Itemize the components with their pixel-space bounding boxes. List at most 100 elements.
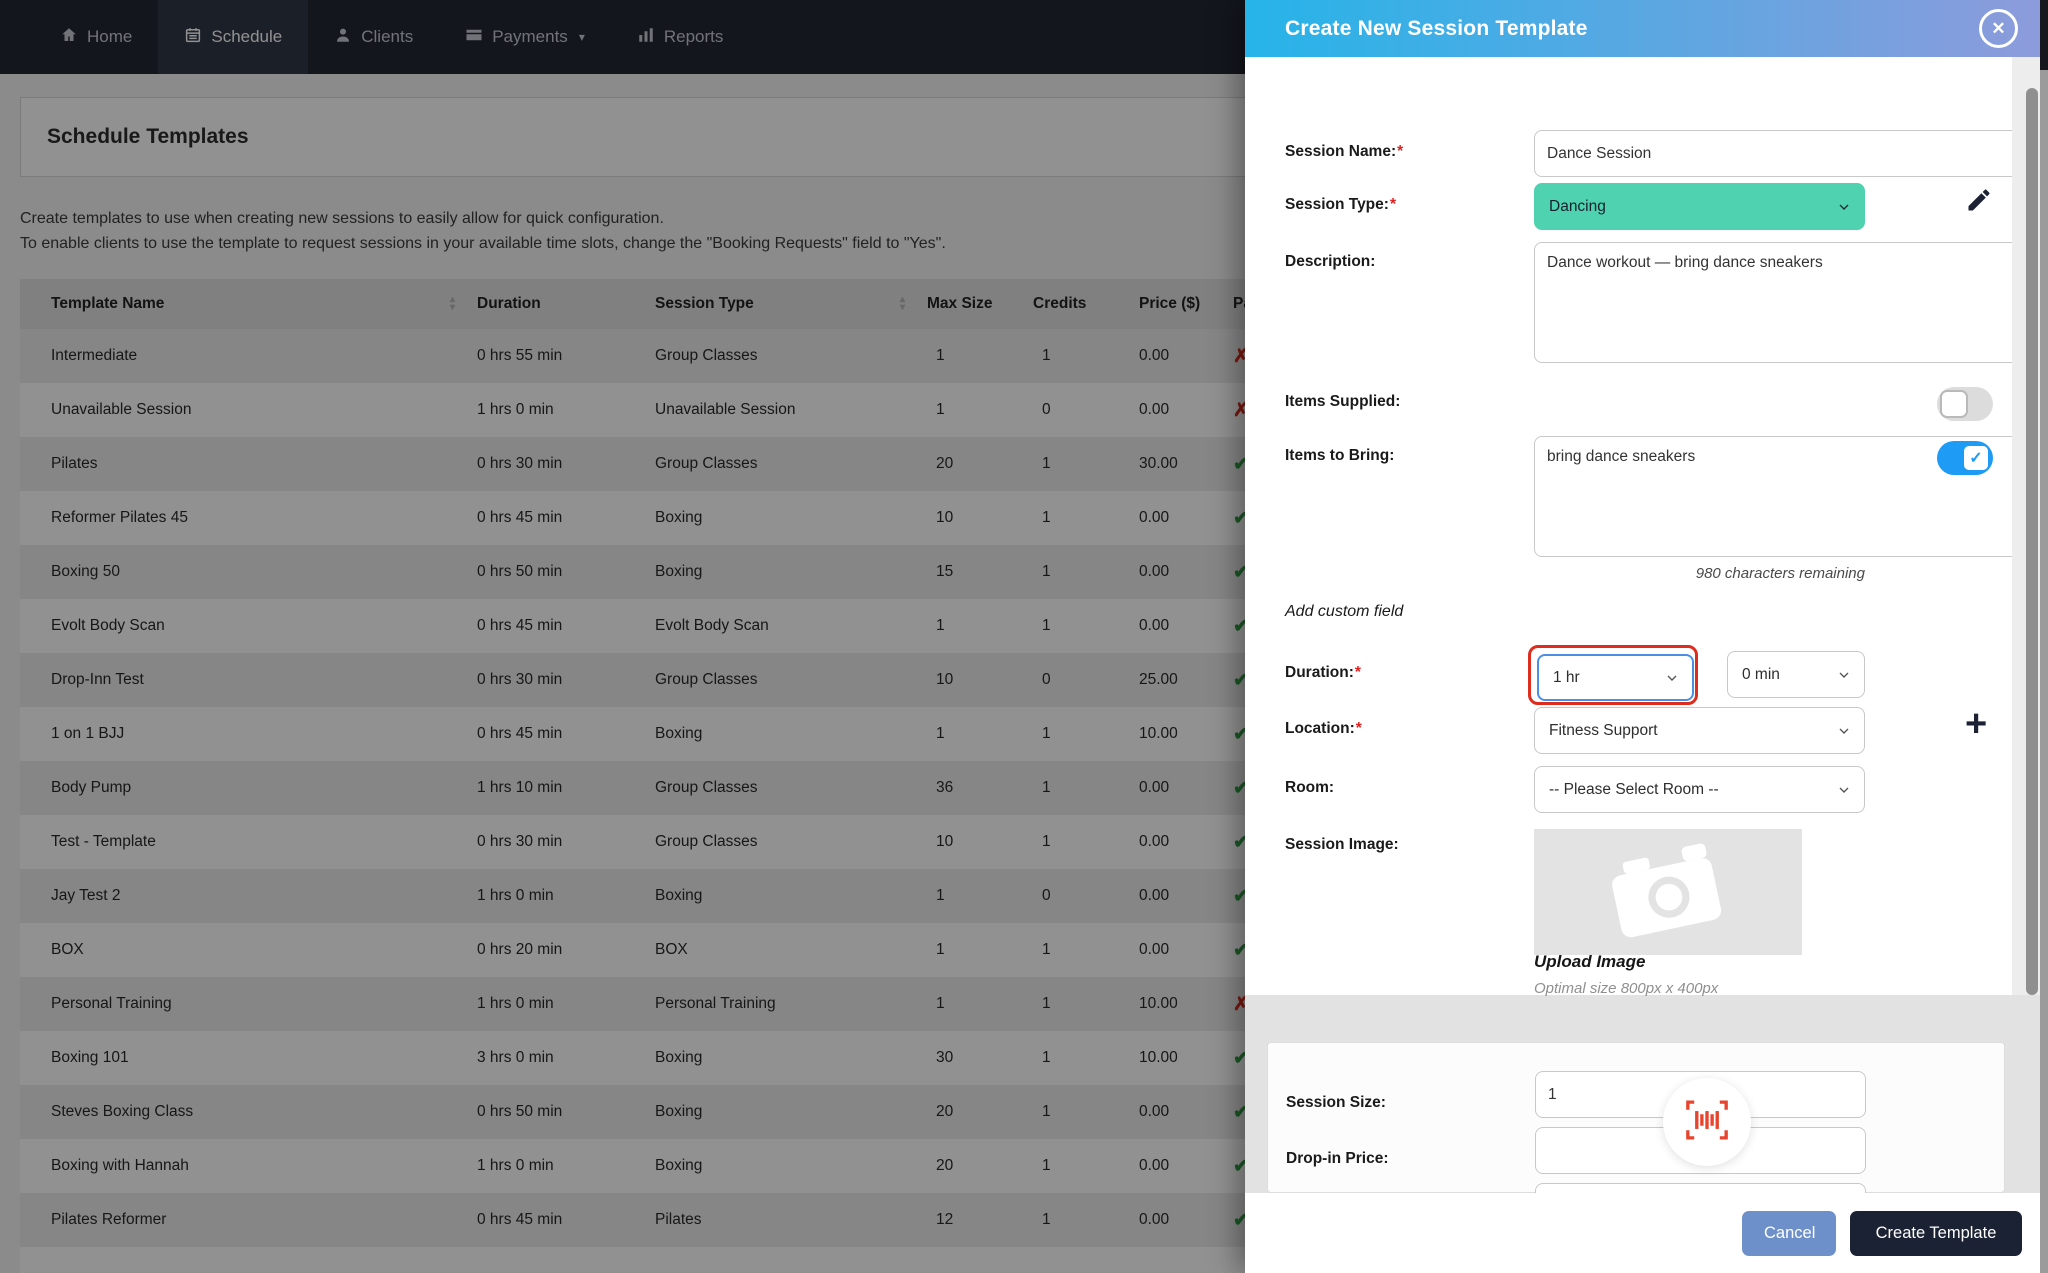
column-header-max-size[interactable]: Max Size [927,295,993,312]
cell-session-type: Unavailable Session [655,401,796,418]
pay-status-icon: ✔ [1233,615,1249,637]
cell-session-type: Group Classes [655,833,758,850]
cell-price: 0.00 [1139,509,1170,526]
modal-scrollbar-thumb[interactable] [2026,88,2038,995]
cell-price: 10.00 [1139,725,1178,742]
cell-session-type: Boxing [655,887,703,904]
column-header-price[interactable]: Price ($) [1139,295,1201,312]
session-image-placeholder[interactable] [1534,829,1802,955]
cell-session-type: Group Classes [655,455,758,472]
pay-status-icon: ✔ [1233,507,1249,529]
chevron-down-icon [1839,204,1849,210]
pay-status-icon: ✗ [1233,345,1249,367]
cell-session-type: Group Classes [655,779,758,796]
cell-session-type: Group Classes [655,671,758,688]
cell-template-name: Pilates [51,455,98,472]
cell-credits: 1 [1042,347,1051,364]
cell-max-size: 1 [936,995,945,1012]
column-header-session-type[interactable]: Session Type ▴ ▾ [655,294,905,313]
pay-status-icon: ✗ [1233,399,1249,421]
cell-duration: 1 hrs 10 min [477,779,563,796]
pay-status-icon: ✔ [1233,453,1249,475]
create-session-template-modal: Create New Session Template ✕ Session Na… [1245,0,2048,1273]
items-supplied-toggle[interactable] [1937,387,1993,421]
chevron-down-icon [1667,675,1677,681]
column-header-template-name[interactable]: Template Name ▴ ▾ [51,294,455,313]
pay-status-icon: ✔ [1233,1047,1249,1069]
cell-duration: 0 hrs 55 min [477,347,563,364]
create-template-button[interactable]: Create Template [1850,1210,2022,1256]
cell-credits: 0 [1042,401,1051,418]
session-name-input[interactable] [1534,130,2048,177]
edit-pencil-icon[interactable] [1965,186,1993,219]
cell-duration: 0 hrs 45 min [477,1211,563,1228]
add-location-plus-icon[interactable]: + [1965,703,1988,745]
cell-duration: 1 hrs 0 min [477,995,554,1012]
pay-status-icon: ✔ [1233,939,1249,961]
cell-credits: 1 [1042,941,1051,958]
cell-credits: 1 [1042,1157,1051,1174]
cell-credits: 1 [1042,995,1051,1012]
session-name-label: Session Name:* [1285,143,1404,160]
cell-price: 0.00 [1139,401,1170,418]
drop-in-price-input[interactable] [1535,1127,1866,1174]
person-icon [334,26,352,49]
cell-duration: 0 hrs 45 min [477,725,563,742]
nav-item-label: Home [87,27,133,46]
cell-price: 30.00 [1139,455,1178,472]
close-icon[interactable]: ✕ [1979,9,2018,48]
camera-icon [1599,832,1737,952]
nav-item-clients[interactable]: Clients [308,0,439,74]
nav-item-payments[interactable]: Payments ▾ [439,0,611,74]
cell-credits: 1 [1042,725,1051,742]
cell-session-type: Boxing [655,725,703,742]
duration-hours-select[interactable]: 1 hr [1537,654,1694,701]
nav-item-schedule[interactable]: Schedule [158,0,309,74]
session-image-label: Session Image: [1285,836,1399,853]
chevron-down-icon: ▾ [578,30,585,44]
cell-duration: 0 hrs 50 min [477,1103,563,1120]
nav-item-label: Schedule [211,27,283,46]
cell-max-size: 10 [936,509,954,526]
cell-session-type: Boxing [655,509,703,526]
cell-template-name: Unavailable Session [51,401,192,418]
cell-price: 0.00 [1139,347,1170,364]
column-header-credits[interactable]: Credits [1033,295,1087,312]
upload-image-link[interactable]: Upload Image [1534,952,1646,971]
room-select[interactable]: -- Please Select Room -- [1534,766,1865,813]
column-header-duration[interactable]: Duration [477,295,541,312]
pay-status-icon: ✔ [1233,885,1249,907]
cell-duration: 0 hrs 45 min [477,509,563,526]
cell-template-name: 1 on 1 BJJ [51,725,125,742]
page-scrollbar[interactable] [2040,0,2048,1273]
cell-max-size: 15 [936,563,954,580]
cell-credits: 1 [1042,563,1051,580]
cell-credits: 1 [1042,779,1051,796]
page-scrollbar-thumb [2040,0,2048,70]
cell-price: 0.00 [1139,941,1170,958]
cell-max-size: 30 [936,1049,954,1066]
session-type-select[interactable]: Dancing [1534,183,1865,230]
location-select[interactable]: Fitness Support [1534,707,1865,754]
pay-status-icon: ✔ [1233,561,1249,583]
items-to-bring-toggle[interactable]: ✓ [1937,441,1993,475]
cell-session-type: Pilates [655,1211,702,1228]
add-custom-field-link[interactable]: Add custom field [1285,603,1404,620]
cell-credits: 1 [1042,1211,1051,1228]
description-textarea[interactable]: Dance workout — bring dance sneakers [1534,242,2048,363]
cancel-button[interactable]: Cancel [1742,1210,1836,1256]
cell-credits: 1 [1042,509,1051,526]
duration-minutes-select[interactable]: 0 min [1727,651,1865,698]
drop-in-price-label: Drop-in Price: [1286,1150,1389,1167]
loading-indicator [1663,1078,1751,1166]
cell-template-name: Body Pump [51,779,132,796]
cell-price: 0.00 [1139,1103,1170,1120]
modal-scrollbar-track[interactable] [2012,57,2040,995]
nav-item-home[interactable]: Home [34,0,158,74]
cell-template-name: Intermediate [51,347,138,364]
cell-max-size: 1 [936,617,945,634]
nav-item-reports[interactable]: Reports [611,0,750,74]
toggle-knob: ✓ [1962,444,1990,472]
cell-max-size: 10 [936,671,954,688]
description-line: Create templates to use when creating ne… [20,210,664,227]
